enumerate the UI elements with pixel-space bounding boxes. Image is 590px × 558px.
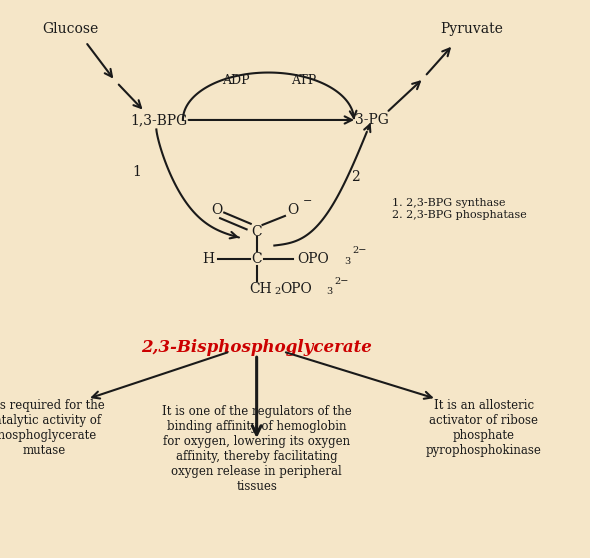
Text: 3: 3 <box>344 257 350 266</box>
Text: 2−: 2− <box>335 277 349 286</box>
Text: 3-PG: 3-PG <box>355 113 389 127</box>
Text: C: C <box>251 252 262 267</box>
Text: −: − <box>303 196 313 206</box>
Text: It is an allosteric
activator of ribose
phosphate
pyrophosphokinase: It is an allosteric activator of ribose … <box>426 399 542 457</box>
Text: Glucose: Glucose <box>42 22 99 36</box>
Text: O: O <box>287 203 299 218</box>
Text: 3: 3 <box>326 287 333 296</box>
Text: 2: 2 <box>274 287 281 296</box>
Text: It is one of the regulators of the
binding affinity of hemoglobin
for oxygen, lo: It is one of the regulators of the bindi… <box>162 405 352 493</box>
Text: C: C <box>251 224 262 239</box>
Text: CH: CH <box>250 282 272 296</box>
Text: It is required for the
catalytic activity of
phosphoglycerate
mutase: It is required for the catalytic activit… <box>0 399 105 457</box>
Text: H: H <box>202 252 214 267</box>
Text: OPO: OPO <box>297 252 329 267</box>
Text: OPO: OPO <box>280 282 312 296</box>
Text: 2,3-Bisphosphoglycerate: 2,3-Bisphosphoglycerate <box>141 339 372 355</box>
Text: 1. 2,3-BPG synthase
2. 2,3-BPG phosphatase: 1. 2,3-BPG synthase 2. 2,3-BPG phosphata… <box>392 198 527 220</box>
Text: ADP: ADP <box>222 74 250 88</box>
Text: 1,3-BPG: 1,3-BPG <box>130 113 188 127</box>
Text: 1: 1 <box>133 165 142 179</box>
Text: Pyruvate: Pyruvate <box>441 22 503 36</box>
Text: 2: 2 <box>351 170 360 184</box>
Text: O: O <box>211 203 222 218</box>
Text: ATP: ATP <box>291 74 316 88</box>
Text: 2−: 2− <box>352 246 366 255</box>
